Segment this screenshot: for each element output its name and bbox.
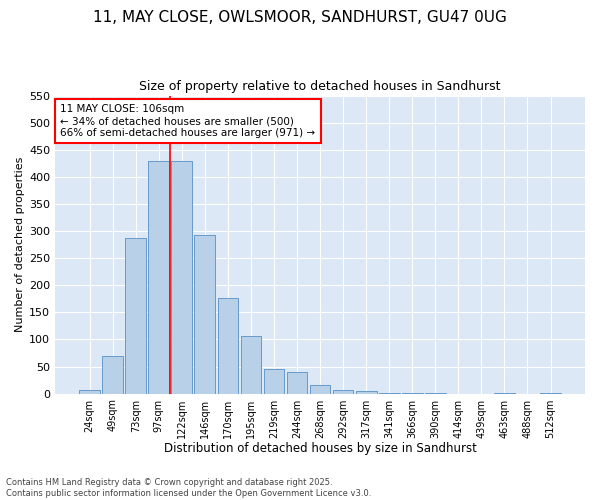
Bar [125,238,146,394]
Bar [102,356,123,394]
Bar [494,393,515,394]
Text: 11 MAY CLOSE: 106sqm
← 34% of detached houses are smaller (500)
66% of semi-deta: 11 MAY CLOSE: 106sqm ← 34% of detached h… [61,104,316,138]
Y-axis label: Number of detached properties: Number of detached properties [15,157,25,332]
X-axis label: Distribution of detached houses by size in Sandhurst: Distribution of detached houses by size … [164,442,476,455]
Bar [356,392,377,394]
Bar [402,393,422,394]
Bar [241,336,262,394]
Bar [194,235,215,394]
Bar [263,369,284,394]
Bar [333,390,353,394]
Title: Size of property relative to detached houses in Sandhurst: Size of property relative to detached ho… [139,80,501,93]
Bar [218,298,238,394]
Text: Contains HM Land Registry data © Crown copyright and database right 2025.
Contai: Contains HM Land Registry data © Crown c… [6,478,371,498]
Text: 11, MAY CLOSE, OWLSMOOR, SANDHURST, GU47 0UG: 11, MAY CLOSE, OWLSMOOR, SANDHURST, GU47… [93,10,507,25]
Bar [379,393,400,394]
Bar [172,160,192,394]
Bar [79,390,100,394]
Bar [425,393,446,394]
Bar [310,385,331,394]
Bar [148,160,169,394]
Bar [540,393,561,394]
Bar [287,372,307,394]
